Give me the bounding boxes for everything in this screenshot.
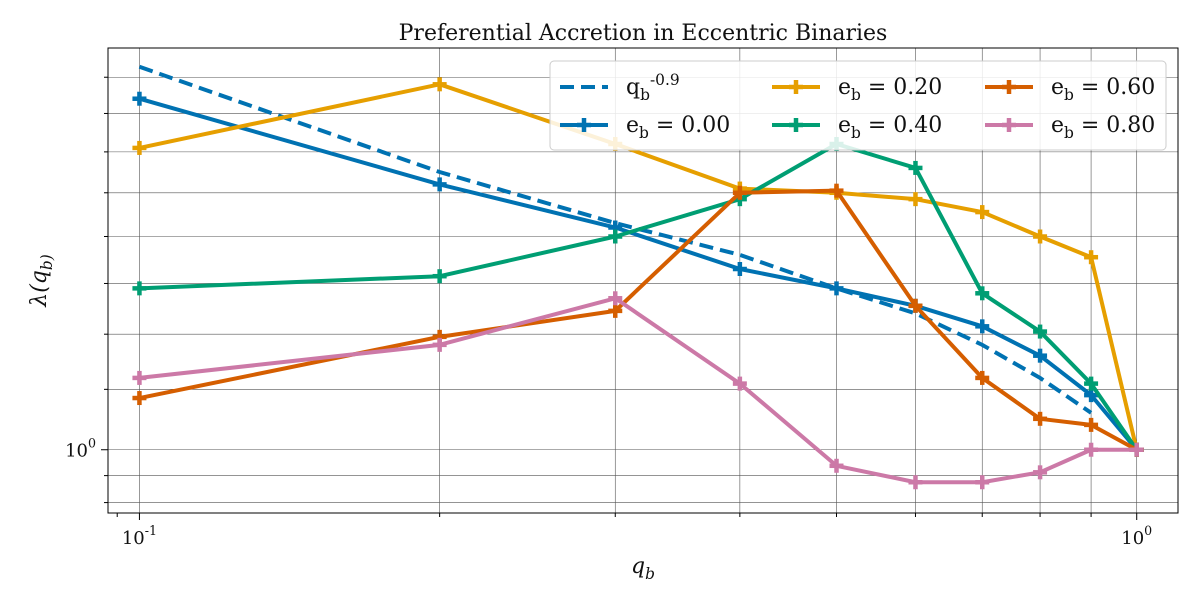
data-point — [1129, 442, 1144, 457]
data-point — [1084, 376, 1099, 391]
data-point — [1084, 417, 1099, 432]
series — [132, 183, 1144, 457]
chart-title: Preferential Accretion in Eccentric Bina… — [399, 21, 888, 46]
legend-entry: qb-0.9 — [560, 71, 680, 104]
data-point — [1084, 250, 1099, 265]
legend-label: eb = 0.80 — [1051, 113, 1155, 142]
legend-entry: eb = 0.00 — [560, 113, 730, 142]
series — [132, 291, 1144, 490]
data-point — [432, 177, 447, 192]
series-line — [139, 188, 1138, 452]
x-tick-label: 100 — [1121, 523, 1152, 549]
data-point — [908, 192, 923, 207]
data-point — [1033, 324, 1048, 339]
axis-labels: qb λ(qb) — [27, 254, 655, 583]
ticks: 10-1 100 100 — [65, 76, 1152, 549]
data-point — [608, 303, 623, 318]
series-line — [139, 82, 1139, 451]
data-point — [829, 281, 844, 296]
data-point — [132, 140, 147, 155]
data-point — [1033, 411, 1048, 426]
x-axis-label: qb — [631, 554, 655, 583]
y-axis-label: λ(qb) — [27, 254, 56, 307]
data-point — [608, 291, 623, 306]
data-point — [132, 391, 147, 406]
data-point — [1033, 229, 1048, 244]
legend-marker — [789, 80, 803, 94]
data-point — [975, 475, 990, 490]
legend-marker — [789, 118, 803, 132]
data-point — [1033, 348, 1048, 363]
data-point — [908, 298, 923, 313]
data-point — [608, 229, 623, 244]
data-point — [432, 77, 447, 92]
data-point — [1084, 442, 1099, 457]
data-point — [908, 160, 923, 175]
data-point — [432, 269, 447, 284]
y-tick-label: 100 — [65, 436, 96, 462]
data-point — [1033, 465, 1048, 480]
series-layer — [132, 64, 1144, 490]
legend-label: eb = 0.00 — [626, 113, 730, 142]
data-point — [732, 185, 747, 200]
plot-frame — [107, 47, 1179, 514]
data-point — [829, 458, 844, 473]
legend-label: eb = 0.60 — [1051, 75, 1155, 104]
reference-line — [138, 64, 1093, 415]
legend-entry: eb = 0.80 — [985, 113, 1155, 142]
legend-marker — [1002, 80, 1016, 94]
data-point — [975, 370, 990, 385]
data-point — [132, 281, 147, 296]
legend-marker — [1002, 118, 1016, 132]
legend-label: eb = 0.20 — [838, 75, 942, 104]
data-point — [732, 262, 747, 277]
legend-entry: eb = 0.60 — [985, 75, 1155, 104]
data-point — [908, 475, 923, 490]
data-point — [829, 183, 844, 198]
legend-entry: eb = 0.40 — [772, 113, 942, 142]
data-point — [432, 337, 447, 352]
series-line — [139, 296, 1137, 485]
legend: qb-0.9 eb = 0.00 eb = 0.20 eb = 0.40 eb = 0.… — [549, 60, 1167, 151]
data-point — [132, 91, 147, 106]
x-tick-label: 10-1 — [122, 523, 157, 549]
legend-label: eb = 0.40 — [838, 113, 942, 142]
data-point — [975, 286, 990, 301]
data-point — [975, 205, 990, 220]
data-point — [975, 319, 990, 334]
legend-marker — [577, 118, 591, 132]
data-point — [732, 376, 747, 391]
legend-entry: eb = 0.20 — [772, 75, 942, 104]
series-line — [138, 96, 1139, 452]
series-line — [139, 142, 1139, 451]
legend-box — [549, 60, 1167, 151]
data-point — [132, 370, 147, 385]
legend-label: qb-0.9 — [626, 71, 680, 104]
